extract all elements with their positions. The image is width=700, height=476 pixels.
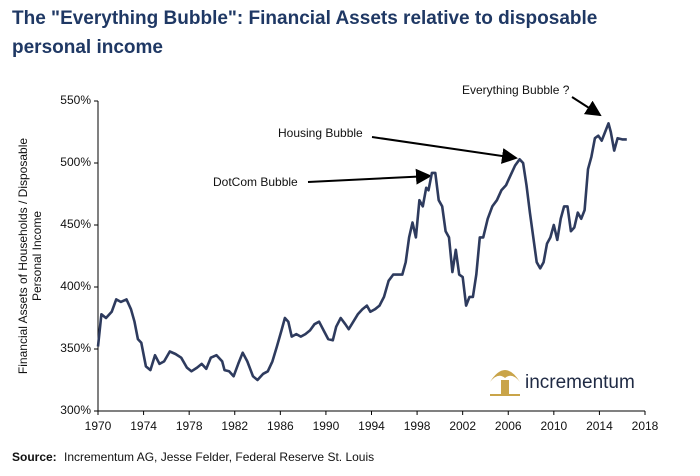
x-tick-label: 1974: [130, 419, 157, 433]
y-tick-label: 300%: [60, 403, 91, 417]
x-tick-label: 1990: [313, 419, 340, 433]
annotation-arrow: [371, 136, 518, 164]
chart-title: The "Everything Bubble": Financial Asset…: [12, 8, 598, 58]
annotation: Everything Bubble ?: [462, 83, 570, 97]
annotation-arrow: [571, 96, 602, 117]
y-axis-label: Financial Assets of Households / Disposa…: [16, 137, 44, 375]
x-tick-label: 1998: [404, 419, 431, 433]
annotation: Housing Bubble: [278, 126, 363, 140]
x-tick-label: 2002: [449, 419, 476, 433]
y-tick-label: 550%: [60, 93, 91, 107]
y-tick-label: 400%: [60, 279, 91, 293]
x-tick-label: 2010: [540, 419, 567, 433]
x-tick-label: 1986: [267, 419, 294, 433]
y-tick-label: 350%: [60, 341, 91, 355]
y-tick-label: 450%: [60, 217, 91, 231]
x-tick-label: 2006: [495, 419, 522, 433]
source-text: Incrementum AG, Jesse Felder, Federal Re…: [64, 450, 374, 464]
source-label: Source:: [12, 450, 57, 464]
x-tick-label: 2018: [632, 419, 659, 433]
x-tick-label: 1970: [85, 419, 112, 433]
x-tick-label: 1994: [358, 419, 385, 433]
x-tick-label: 1982: [221, 419, 248, 433]
y-tick-label: 500%: [60, 155, 91, 169]
x-tick-label: 1978: [176, 419, 203, 433]
logo-text: incrementum: [525, 372, 635, 393]
annotation: DotCom Bubble: [213, 175, 298, 189]
data-line: [96, 122, 627, 382]
annotation-arrow: [307, 168, 432, 185]
logo-icon: [490, 370, 520, 396]
x-tick-label: 2014: [586, 419, 613, 433]
